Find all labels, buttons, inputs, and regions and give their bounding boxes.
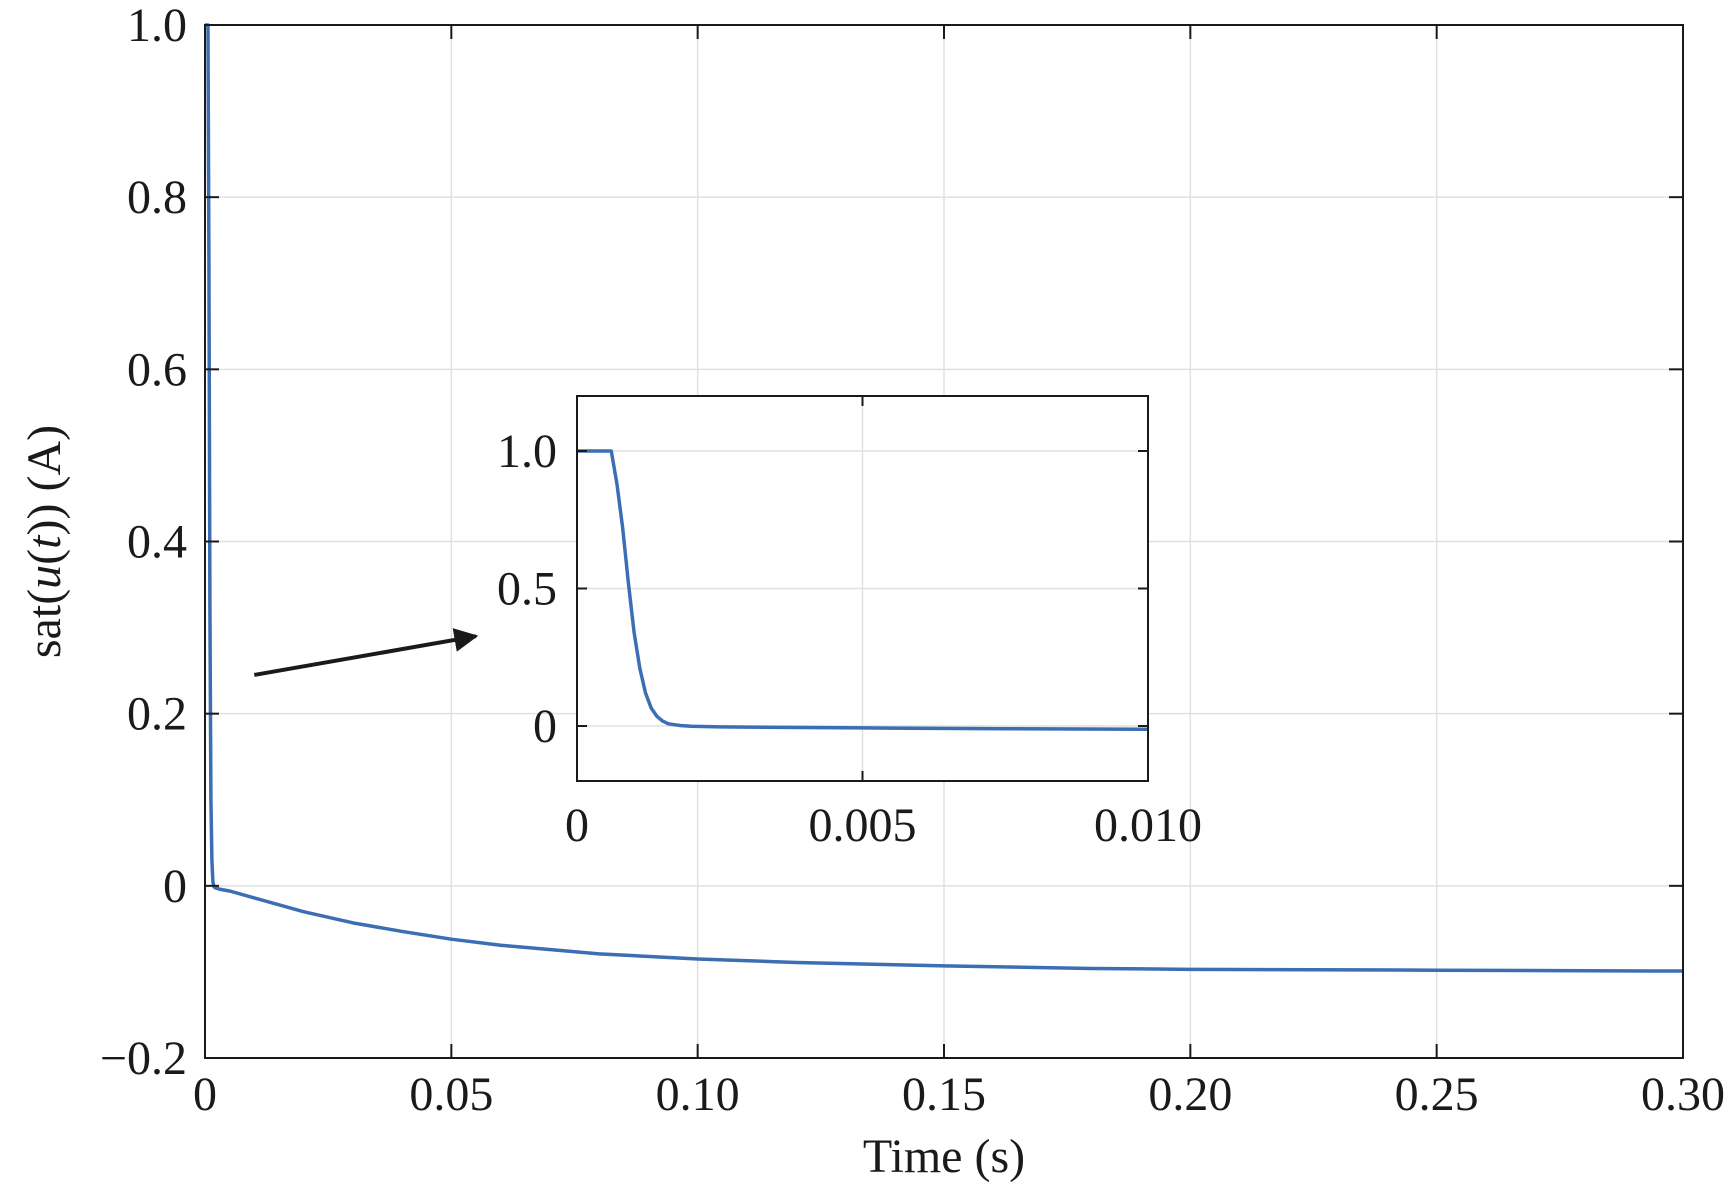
main-x-tick-labels: 0 0.05 0.10 0.15 0.20 0.25 0.30 xyxy=(193,1068,1725,1121)
main-x-tick-label: 0 xyxy=(193,1068,217,1121)
inset-y-tick-labels: 0 0.5 1.0 xyxy=(497,425,557,753)
x-axis-label: Time (s) xyxy=(863,1130,1025,1183)
main-y-tick-label: 0.6 xyxy=(127,343,187,396)
inset-y-tick-label: 0.5 xyxy=(497,563,557,616)
main-y-tick-label: 0 xyxy=(163,860,187,913)
main-x-tick-label: 0.15 xyxy=(902,1068,986,1121)
main-y-tick-label: −0.2 xyxy=(100,1032,187,1085)
main-ticks xyxy=(204,24,1684,1059)
main-y-tick-labels: −0.2 0 0.2 0.4 0.6 0.8 1.0 xyxy=(100,0,187,1085)
main-y-tick-label: 0.4 xyxy=(127,516,187,569)
y-axis-label: sat(u(t)) (A) xyxy=(18,425,71,658)
inset-ticks xyxy=(576,396,1149,781)
y-axis-label-close: )) xyxy=(18,504,71,536)
inset-x-tick-label: 0.005 xyxy=(809,799,917,852)
main-x-tick-label: 0.20 xyxy=(1148,1068,1232,1121)
y-axis-label-prefix: sat( xyxy=(18,589,71,658)
main-y-tick-label: 1.0 xyxy=(127,0,187,52)
inset-x-tick-label: 0.010 xyxy=(1094,799,1202,852)
inset-y-tick-label: 1.0 xyxy=(497,425,557,478)
main-y-tick-label: 0.2 xyxy=(127,688,187,741)
inset-series xyxy=(577,449,1149,732)
zoom-arrow xyxy=(253,628,479,677)
inset-x-tick-label: 0 xyxy=(565,799,589,852)
main-y-tick-label: 0.8 xyxy=(127,171,187,224)
main-x-tick-label: 0.30 xyxy=(1641,1068,1725,1121)
main-series xyxy=(205,23,1684,973)
inset-y-tick-label: 0 xyxy=(533,700,557,753)
main-x-tick-label: 0.10 xyxy=(656,1068,740,1121)
y-axis-label-unit: (A) xyxy=(18,425,71,504)
main-x-tick-label: 0.05 xyxy=(409,1068,493,1121)
inset-x-tick-labels: 0 0.005 0.010 xyxy=(565,799,1202,852)
inset-series-line xyxy=(577,449,1149,732)
main-series-line xyxy=(205,23,1684,973)
main-x-tick-label: 0.25 xyxy=(1395,1068,1479,1121)
y-axis-label-variable: u xyxy=(18,565,71,589)
y-axis-label-argument: t xyxy=(18,534,71,549)
y-axis-label-open: ( xyxy=(18,549,71,565)
